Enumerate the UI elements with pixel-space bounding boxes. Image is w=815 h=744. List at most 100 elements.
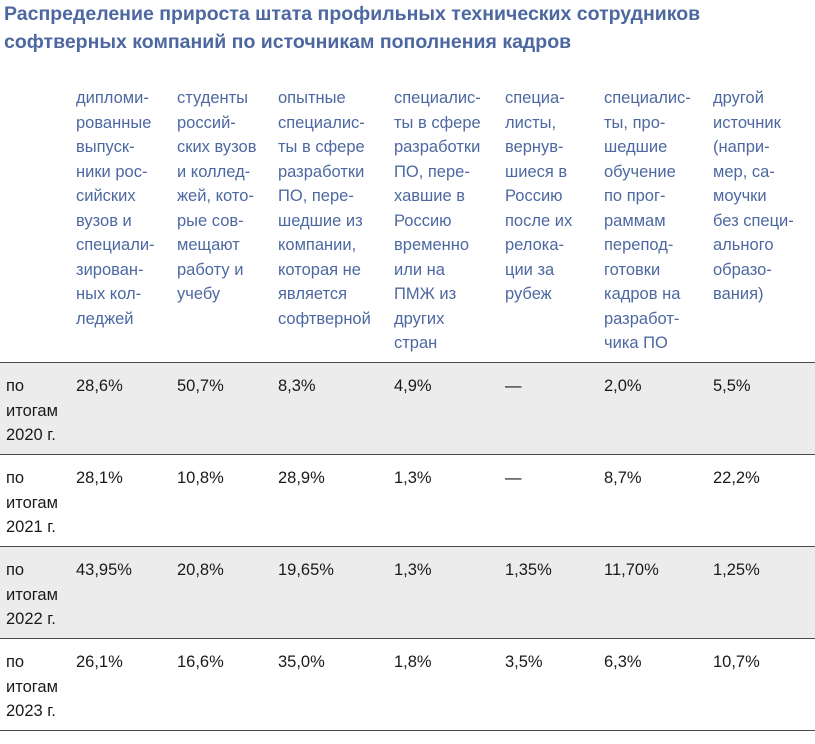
column-header-line: зирован- <box>76 260 144 279</box>
column-header-line: без специ- <box>713 211 794 230</box>
column-header-line: ПМЖ из <box>394 285 457 303</box>
column-header-retraining: специалис-ты, про-шедшие обучение по прог-… <box>604 82 713 363</box>
column-header-line: обучение <box>604 162 676 181</box>
table-cell: 28,1% <box>76 454 177 547</box>
column-header-line: разработки <box>394 138 481 156</box>
row-label: по итогам 2021 г. <box>0 454 76 547</box>
column-header-line: специалис- <box>604 89 691 107</box>
table-cell: 5,5% <box>713 362 815 455</box>
table-cell: 1,3% <box>394 454 505 547</box>
column-header-line: выпуск- <box>76 138 135 156</box>
column-header-line: разработ- <box>604 309 680 328</box>
table-row: по итогам 2022 г. 43,95% 20,8% 19,65% 1,3% 1,35… <box>0 546 815 639</box>
column-header-line: ального <box>713 236 774 254</box>
title-line-1: Распределение прироста штата профильных … <box>4 3 701 25</box>
column-header-line: ПО, пере- <box>394 162 470 181</box>
column-header-line: специалис- <box>394 89 481 107</box>
table-cell: 8,7% <box>604 454 713 547</box>
table-cell: 20,8% <box>177 546 278 639</box>
column-header-line: по прог- <box>604 187 666 205</box>
table-cell: 22,2% <box>713 454 815 547</box>
table-cell: 11,70% <box>604 546 713 639</box>
table-cell: 43,95% <box>76 546 177 639</box>
column-header-line: других <box>394 309 445 328</box>
column-header-line: другой <box>713 89 764 107</box>
column-header-line: мер, са- <box>713 162 775 181</box>
table-row: по итогам 2023 г. 26,1% 16,6% 35,0% 1,8% 3,5% 6,… <box>0 638 815 731</box>
column-header-line: ники рос- <box>76 162 148 181</box>
table-cell: 16,6% <box>177 638 278 731</box>
column-header-line: готовки <box>604 260 661 279</box>
table-row: по итогам 2020 г. 28,6% 50,7% 8,3% 4,9% —2,0% 5,… <box>0 362 815 455</box>
table-body: по итогам 2020 г. 28,6% 50,7% 8,3% 4,9% —2,0% 5,… <box>0 362 815 731</box>
column-header-line: кадров на <box>604 285 681 303</box>
column-header-line: шедшие <box>604 138 668 156</box>
column-header-line: леджей <box>76 309 134 328</box>
column-header-line: (напри- <box>713 138 770 156</box>
column-header-line: листы, <box>505 113 557 132</box>
column-header-line: жей, кото- <box>177 187 254 205</box>
column-header-experienced-non-software: опытные специалис-ты в сфере разработки ПО,… <box>278 82 394 363</box>
column-header-line: компании, <box>278 236 357 254</box>
column-header-line: рованные <box>76 113 152 132</box>
column-header-line: специа- <box>505 89 565 107</box>
table-cell: 28,9% <box>278 454 394 547</box>
column-header-line: работу и <box>177 260 244 279</box>
column-header-line: которая не <box>278 260 361 279</box>
column-header-line: ты в сфере <box>278 138 365 156</box>
column-header-line: стран <box>394 334 438 352</box>
row-label: по итогам 2020 г. <box>0 362 76 455</box>
table-cell: 10,7% <box>713 638 815 731</box>
table-cell: 1,3% <box>394 546 505 639</box>
column-header-line: специалис- <box>278 113 365 132</box>
column-header-line: Россию <box>505 187 563 205</box>
row-label-line: 2023 г. <box>6 702 56 720</box>
column-header-line: является <box>278 285 348 303</box>
column-header-line: перепод- <box>604 236 674 254</box>
table-cell: — <box>505 362 604 455</box>
row-label: по итогам 2023 г. <box>0 638 76 731</box>
column-header-line: ных кол- <box>76 285 142 303</box>
column-header-line: ты, про- <box>604 113 666 132</box>
row-label-line: 2021 г. <box>6 518 56 536</box>
header-row: дипломи-рованные выпуск-ники рос-сийских в… <box>0 82 815 363</box>
row-label-line: итогам <box>6 493 58 512</box>
column-header-line: релока- <box>505 236 565 254</box>
row-label-line: 2020 г. <box>6 426 56 444</box>
row-label-line: итогам <box>6 677 58 696</box>
column-header-line: ских вузов <box>177 138 257 156</box>
column-header-line: ПО, пере- <box>278 187 354 205</box>
column-header-line: моучки <box>713 187 767 205</box>
column-header-line: вернув- <box>505 138 564 156</box>
row-label-line: по <box>6 377 25 395</box>
table-cell: 6,3% <box>604 638 713 731</box>
page-title: Распределение прироста штата профильных … <box>4 0 814 56</box>
column-header-line: раммам <box>604 211 666 230</box>
table-cell: 50,7% <box>177 362 278 455</box>
table-cell: 1,8% <box>394 638 505 731</box>
table-cell: 4,9% <box>394 362 505 455</box>
column-header-line: хавшие в <box>394 187 465 205</box>
column-header-line: дипломи- <box>76 89 149 107</box>
row-label-line: по <box>6 561 25 579</box>
column-header-line: опытные <box>278 89 346 107</box>
title-line-2: софтверных компаний по источникам пополн… <box>4 31 572 53</box>
column-header-line: специали- <box>76 236 155 254</box>
table-cell: — <box>505 454 604 547</box>
column-header-line: вания) <box>713 285 764 303</box>
column-header-line: рые сов- <box>177 211 244 230</box>
row-label-line: итогам <box>6 401 58 420</box>
column-header-line: шиеся в <box>505 162 568 181</box>
column-header-graduates: дипломи-рованные выпуск-ники рос-сийских в… <box>76 82 177 363</box>
column-header-line: временно <box>394 236 470 254</box>
row-label-line: итогам <box>6 585 58 604</box>
column-header-line: софтверной <box>278 309 371 328</box>
column-header-line: шедшие из <box>278 211 363 230</box>
row-label-line: по <box>6 469 25 487</box>
hiring-sources-table: дипломи-рованные выпуск-ники рос-сийских в… <box>0 82 815 731</box>
column-header-line: ции за <box>505 260 555 279</box>
table-cell: 28,6% <box>76 362 177 455</box>
table-cell: 26,1% <box>76 638 177 731</box>
column-header-line: сийских <box>76 187 136 205</box>
row-label-line: по <box>6 653 25 671</box>
